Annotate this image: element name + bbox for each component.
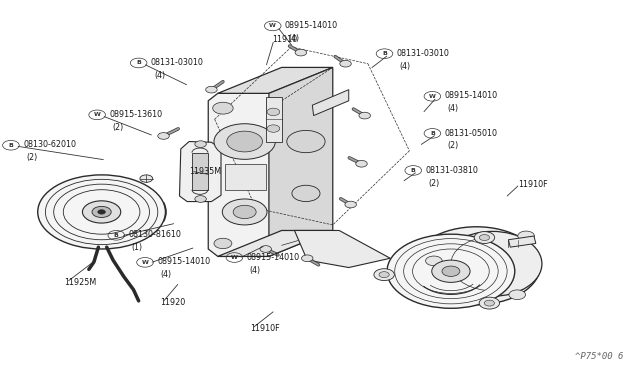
Polygon shape <box>179 141 221 202</box>
Circle shape <box>292 185 320 202</box>
Text: (2): (2) <box>113 123 124 132</box>
Circle shape <box>287 131 325 153</box>
Circle shape <box>212 102 233 114</box>
Text: 08131-03010: 08131-03010 <box>397 49 449 58</box>
Circle shape <box>374 269 394 280</box>
Text: ^P75*00 6: ^P75*00 6 <box>575 352 623 361</box>
Text: B: B <box>430 131 435 136</box>
Text: (2): (2) <box>448 141 459 151</box>
Text: 08915-14010: 08915-14010 <box>246 253 300 262</box>
Circle shape <box>479 235 490 241</box>
Circle shape <box>267 108 280 116</box>
Text: (4): (4) <box>161 270 172 279</box>
Circle shape <box>484 300 495 306</box>
Polygon shape <box>218 67 333 93</box>
Circle shape <box>205 86 217 93</box>
Circle shape <box>518 231 534 241</box>
Circle shape <box>345 201 356 208</box>
Text: 11935M: 11935M <box>189 167 221 176</box>
Circle shape <box>158 133 170 139</box>
Circle shape <box>356 160 367 167</box>
Circle shape <box>214 124 275 159</box>
Text: (4): (4) <box>288 34 299 43</box>
Circle shape <box>92 206 111 218</box>
Text: (4): (4) <box>154 71 165 80</box>
Text: (1): (1) <box>132 243 143 252</box>
Text: B: B <box>411 168 415 173</box>
Text: 08915-14010: 08915-14010 <box>285 21 338 30</box>
Text: 08130-81610: 08130-81610 <box>129 230 181 240</box>
Text: W: W <box>93 112 100 117</box>
Circle shape <box>474 232 495 243</box>
Text: B: B <box>114 233 119 238</box>
Circle shape <box>426 256 442 266</box>
Circle shape <box>295 49 307 56</box>
Text: 11910: 11910 <box>272 35 297 44</box>
Text: (2): (2) <box>26 153 38 162</box>
Circle shape <box>432 260 470 282</box>
Circle shape <box>195 141 206 147</box>
Circle shape <box>214 238 232 248</box>
Text: 08915-13610: 08915-13610 <box>109 110 163 119</box>
Circle shape <box>509 290 525 299</box>
Text: B: B <box>8 143 13 148</box>
Text: W: W <box>269 23 276 28</box>
Polygon shape <box>269 67 333 256</box>
Circle shape <box>379 272 389 278</box>
Circle shape <box>260 246 271 252</box>
Text: 11925M: 11925M <box>65 278 97 287</box>
Text: 11920: 11920 <box>161 298 186 307</box>
Text: 08915-14010: 08915-14010 <box>157 257 211 266</box>
Polygon shape <box>266 97 282 141</box>
Text: W: W <box>141 260 148 265</box>
Circle shape <box>442 266 460 276</box>
Text: B: B <box>382 51 387 56</box>
Polygon shape <box>225 164 266 190</box>
Polygon shape <box>208 93 282 256</box>
Circle shape <box>140 175 153 182</box>
Polygon shape <box>218 231 333 256</box>
Circle shape <box>195 196 206 202</box>
Text: (4): (4) <box>250 266 261 275</box>
Circle shape <box>340 60 351 67</box>
Circle shape <box>359 112 371 119</box>
Text: 08131-03810: 08131-03810 <box>426 166 478 174</box>
Text: W: W <box>231 255 238 260</box>
Circle shape <box>83 201 121 223</box>
Text: 08130-62010: 08130-62010 <box>23 140 76 150</box>
Polygon shape <box>312 90 349 116</box>
Polygon shape <box>294 231 390 267</box>
Ellipse shape <box>413 227 540 305</box>
Text: 08131-03010: 08131-03010 <box>151 58 204 67</box>
Text: (4): (4) <box>400 62 411 71</box>
Circle shape <box>227 131 262 152</box>
Text: (4): (4) <box>448 105 459 113</box>
Ellipse shape <box>443 231 542 296</box>
Circle shape <box>222 199 267 225</box>
Circle shape <box>98 210 106 214</box>
Circle shape <box>387 234 515 308</box>
Text: 08915-14010: 08915-14010 <box>445 92 498 100</box>
Text: 11910F: 11910F <box>250 324 280 333</box>
Text: (2): (2) <box>429 179 440 187</box>
Polygon shape <box>508 236 536 247</box>
Circle shape <box>267 125 280 132</box>
Text: B: B <box>136 61 141 65</box>
Circle shape <box>233 205 256 219</box>
Polygon shape <box>192 153 208 190</box>
Circle shape <box>38 175 166 249</box>
Circle shape <box>479 297 500 309</box>
Text: 08131-05010: 08131-05010 <box>445 128 497 138</box>
Circle shape <box>301 255 313 262</box>
Text: W: W <box>429 94 436 99</box>
Text: 11910F: 11910F <box>518 180 548 189</box>
